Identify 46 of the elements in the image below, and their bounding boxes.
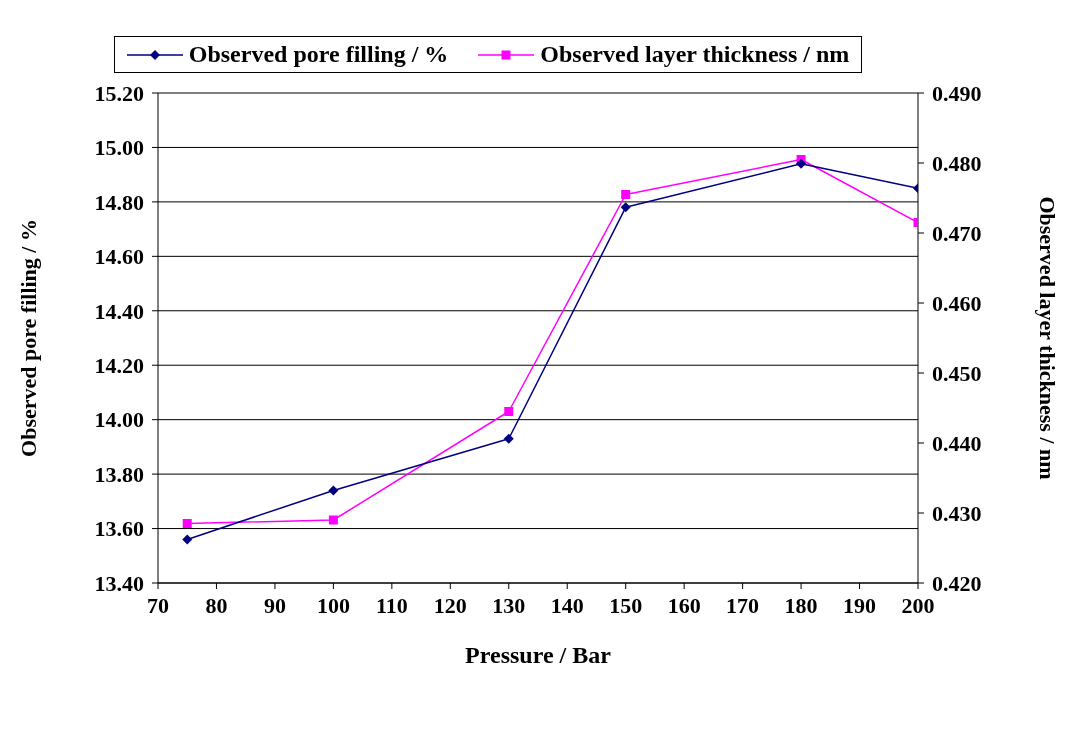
x-tick-label: 170 bbox=[726, 592, 760, 618]
y-tick-label: 14.00 bbox=[94, 407, 144, 433]
y-tick-label: 15.00 bbox=[94, 135, 144, 161]
y-tick-label: 14.40 bbox=[94, 298, 144, 324]
x-tick-label: 190 bbox=[843, 592, 877, 618]
legend-label: Observed layer thickness / nm bbox=[540, 41, 850, 68]
y-tick-label: 13.60 bbox=[94, 516, 144, 542]
point bbox=[328, 485, 339, 496]
y-tick-label: 14.80 bbox=[94, 189, 144, 215]
point bbox=[796, 158, 807, 169]
point bbox=[328, 515, 338, 525]
y-tick-label: 13.80 bbox=[94, 461, 144, 487]
point bbox=[182, 519, 192, 528]
y2-tick-label: 0.470 bbox=[932, 220, 982, 246]
point bbox=[504, 407, 514, 416]
y2-tick-label: 0.480 bbox=[932, 150, 982, 176]
x-tick-label: 130 bbox=[492, 592, 526, 618]
y-tick-label: 14.60 bbox=[94, 244, 144, 270]
point bbox=[620, 202, 631, 213]
x-tick-label: 80 bbox=[205, 592, 228, 618]
x-axis-title: Pressure / Bar bbox=[465, 642, 612, 668]
y2-axis-title: Observed layer thickness / nm bbox=[1035, 196, 1061, 480]
x-tick-label: 120 bbox=[433, 592, 467, 618]
y-axis-title: Observed pore filling / % bbox=[15, 219, 41, 457]
y2-tick-label: 0.420 bbox=[932, 570, 982, 596]
x-tick-label: 110 bbox=[375, 592, 408, 618]
x-tick-label: 180 bbox=[784, 592, 818, 618]
y2-tick-label: 0.460 bbox=[932, 290, 982, 316]
x-tick-label: 160 bbox=[667, 592, 701, 618]
x-tick-label: 200 bbox=[901, 592, 935, 618]
y2-tick-label: 0.450 bbox=[932, 360, 982, 386]
y-tick-label: 15.20 bbox=[94, 80, 144, 106]
x-tick-label: 90 bbox=[263, 592, 286, 618]
point bbox=[503, 433, 514, 444]
x-tick-label: 150 bbox=[609, 592, 643, 618]
x-tick-label: 140 bbox=[550, 592, 584, 618]
y2-tick-label: 0.440 bbox=[932, 430, 982, 456]
y-tick-label: 14.20 bbox=[94, 353, 144, 379]
x-tick-label: 100 bbox=[316, 592, 350, 618]
y2-tick-label: 0.490 bbox=[932, 80, 982, 106]
y2-tick-label: 0.430 bbox=[932, 500, 982, 526]
point bbox=[621, 190, 631, 199]
y-tick-label: 13.40 bbox=[94, 570, 144, 596]
x-tick-label: 70 bbox=[147, 592, 169, 618]
point bbox=[182, 534, 193, 545]
legend-label: Observed pore filling / % bbox=[188, 41, 449, 68]
